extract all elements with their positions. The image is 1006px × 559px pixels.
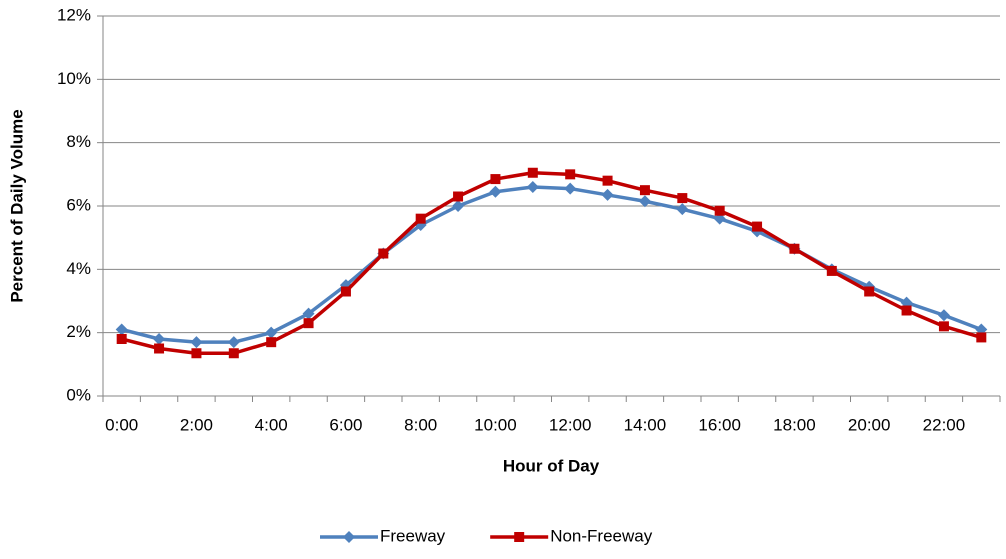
data-point bbox=[976, 332, 987, 343]
y-tick-label: 6% bbox=[66, 195, 91, 214]
data-point bbox=[752, 221, 763, 232]
y-tick-label: 8% bbox=[66, 132, 91, 151]
data-point bbox=[191, 348, 202, 359]
data-point bbox=[526, 181, 539, 193]
data-point bbox=[153, 333, 166, 345]
legend-label: Freeway bbox=[380, 526, 446, 545]
x-tick-label: 14:00 bbox=[624, 415, 667, 434]
data-point bbox=[490, 174, 501, 185]
data-point bbox=[227, 336, 240, 349]
x-tick-label: 22:00 bbox=[923, 415, 966, 434]
data-point bbox=[340, 286, 351, 297]
data-point bbox=[638, 195, 651, 208]
x-tick-label: 8:00 bbox=[404, 415, 437, 434]
data-point bbox=[938, 321, 949, 332]
y-axis-title: Percent of Daily Volume bbox=[7, 109, 26, 302]
data-point bbox=[601, 188, 614, 201]
data-point bbox=[115, 323, 128, 336]
data-point bbox=[677, 193, 688, 204]
x-tick-label: 10:00 bbox=[474, 415, 517, 434]
data-point bbox=[378, 248, 389, 259]
data-point bbox=[676, 203, 689, 216]
x-axis-title: Hour of Day bbox=[503, 456, 600, 475]
data-point bbox=[901, 305, 912, 316]
y-tick-label: 0% bbox=[66, 385, 91, 404]
data-point bbox=[864, 286, 875, 297]
legend-marker bbox=[343, 531, 355, 543]
legend-marker bbox=[514, 532, 525, 542]
x-tick-label: 18:00 bbox=[773, 415, 816, 434]
data-point bbox=[266, 337, 277, 348]
data-point bbox=[527, 167, 538, 178]
data-point bbox=[265, 326, 278, 339]
data-point bbox=[826, 265, 837, 276]
data-point bbox=[415, 213, 426, 224]
y-tick-label: 10% bbox=[57, 69, 91, 88]
data-point bbox=[302, 307, 315, 320]
y-tick-label: 2% bbox=[66, 322, 91, 341]
data-point bbox=[452, 200, 465, 212]
data-point bbox=[453, 191, 464, 202]
x-tick-label: 12:00 bbox=[549, 415, 592, 434]
data-point bbox=[714, 205, 725, 216]
data-point bbox=[639, 185, 650, 196]
data-point bbox=[489, 185, 502, 198]
data-point bbox=[228, 348, 239, 359]
series-line bbox=[121, 171, 982, 355]
x-tick-label: 16:00 bbox=[698, 415, 741, 434]
y-tick-label: 12% bbox=[57, 5, 91, 24]
data-point bbox=[190, 336, 203, 349]
y-tick-label: 4% bbox=[66, 259, 91, 278]
legend-label: Non-Freeway bbox=[550, 526, 653, 545]
data-point bbox=[154, 343, 165, 354]
data-point bbox=[602, 175, 613, 186]
series-line bbox=[121, 185, 982, 344]
x-tick-label: 2:00 bbox=[180, 415, 213, 434]
data-point bbox=[303, 318, 314, 329]
data-point bbox=[565, 169, 576, 180]
data-point bbox=[116, 334, 127, 344]
x-tick-label: 0:00 bbox=[105, 415, 138, 434]
x-tick-label: 4:00 bbox=[255, 415, 288, 434]
data-point bbox=[937, 309, 950, 322]
data-point bbox=[564, 182, 577, 195]
x-tick-label: 20:00 bbox=[848, 415, 891, 434]
x-tick-label: 6:00 bbox=[329, 415, 362, 434]
data-point bbox=[789, 243, 800, 254]
